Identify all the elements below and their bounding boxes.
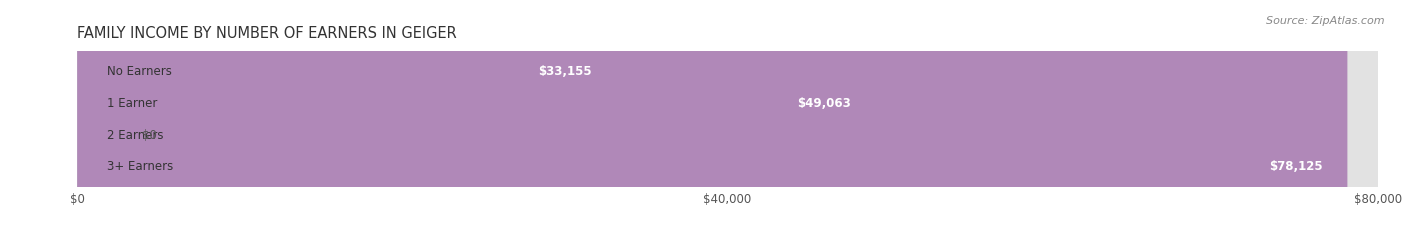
- Text: $78,125: $78,125: [1270, 160, 1323, 173]
- FancyBboxPatch shape: [77, 0, 1378, 234]
- FancyBboxPatch shape: [77, 0, 1378, 234]
- FancyBboxPatch shape: [77, 0, 1347, 234]
- Text: $33,155: $33,155: [538, 66, 592, 78]
- FancyBboxPatch shape: [77, 0, 110, 234]
- FancyBboxPatch shape: [77, 0, 875, 234]
- FancyBboxPatch shape: [77, 0, 1378, 234]
- Text: No Earners: No Earners: [107, 66, 172, 78]
- FancyBboxPatch shape: [77, 0, 1378, 234]
- Text: Source: ZipAtlas.com: Source: ZipAtlas.com: [1267, 16, 1385, 26]
- Text: FAMILY INCOME BY NUMBER OF EARNERS IN GEIGER: FAMILY INCOME BY NUMBER OF EARNERS IN GE…: [77, 26, 457, 40]
- Text: $49,063: $49,063: [797, 97, 851, 110]
- FancyBboxPatch shape: [77, 0, 616, 234]
- Text: 2 Earners: 2 Earners: [107, 129, 163, 142]
- Text: $0: $0: [142, 129, 157, 142]
- Text: 1 Earner: 1 Earner: [107, 97, 157, 110]
- Text: 3+ Earners: 3+ Earners: [107, 160, 173, 173]
